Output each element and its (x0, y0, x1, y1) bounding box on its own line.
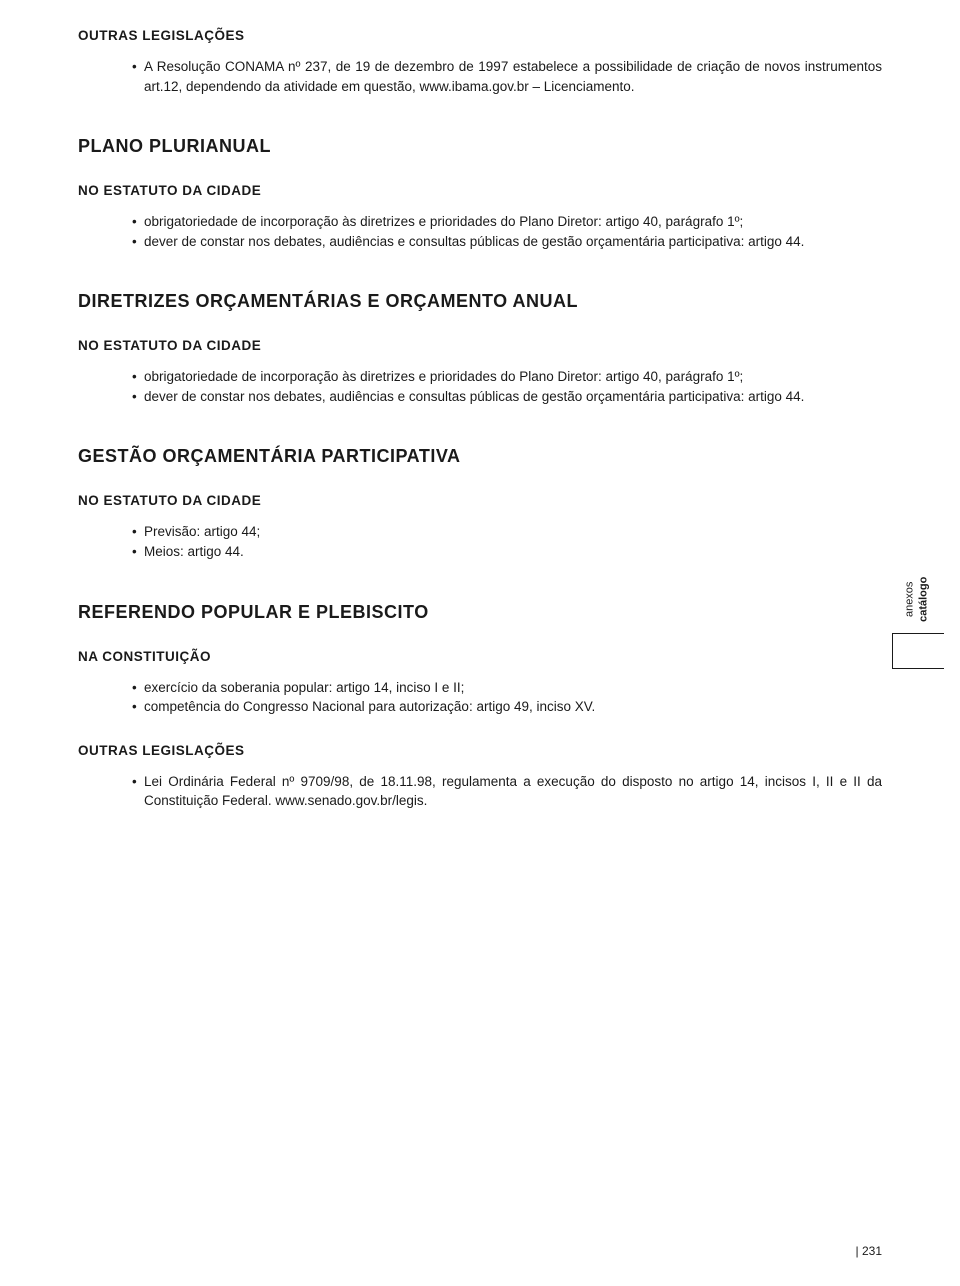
bullet-item: obrigatoriedade de incorporação às diret… (132, 367, 882, 387)
bullet-item: competência do Congresso Nacional para a… (132, 697, 882, 717)
bullet-item: exercício da soberania popular: artigo 1… (132, 678, 882, 698)
section-block: REFERENDO POPULAR E PLEBISCITO NA CONSTI… (78, 602, 882, 811)
section-block: OUTRAS LEGISLAÇÕES A Resolução CONAMA nº… (78, 28, 882, 96)
bullet-item: Previsão: artigo 44; (132, 522, 882, 542)
section-block: GESTÃO ORÇAMENTÁRIA PARTICIPATIVA NO EST… (78, 446, 882, 561)
page-number: | 231 (856, 1244, 882, 1258)
section-block: DIRETRIZES ORÇAMENTÁRIAS E ORÇAMENTO ANU… (78, 291, 882, 406)
bullet-list: Previsão: artigo 44; Meios: artigo 44. (78, 522, 882, 561)
section-heading: REFERENDO POPULAR E PLEBISCITO (78, 602, 882, 623)
section-heading: DIRETRIZES ORÇAMENTÁRIAS E ORÇAMENTO ANU… (78, 291, 882, 312)
bullet-item: obrigatoriedade de incorporação às diret… (132, 212, 882, 232)
bullet-list: exercício da soberania popular: artigo 1… (78, 678, 882, 717)
side-tab: anexos catálogo (892, 555, 942, 675)
section-heading: GESTÃO ORÇAMENTÁRIA PARTICIPATIVA (78, 446, 882, 467)
bullet-item: Lei Ordinária Federal nº 9709/98, de 18.… (132, 772, 882, 811)
side-tab-box (892, 633, 944, 669)
side-tab-word: anexos (903, 564, 917, 634)
bullet-item: dever de constar nos debates, audiências… (132, 232, 882, 252)
side-tab-word-bold: catálogo (917, 564, 931, 634)
bullet-list: obrigatoriedade de incorporação às diret… (78, 212, 882, 251)
section-block: PLANO PLURIANUAL NO ESTATUTO DA CIDADE o… (78, 136, 882, 251)
bullet-item: dever de constar nos debates, audiências… (132, 387, 882, 407)
sub-heading: OUTRAS LEGISLAÇÕES (78, 743, 882, 758)
bullet-item: Meios: artigo 44. (132, 542, 882, 562)
sub-heading: NO ESTATUTO DA CIDADE (78, 338, 882, 353)
bullet-list: Lei Ordinária Federal nº 9709/98, de 18.… (78, 772, 882, 811)
bullet-list: obrigatoriedade de incorporação às diret… (78, 367, 882, 406)
sub-heading: NO ESTATUTO DA CIDADE (78, 493, 882, 508)
bullet-list: A Resolução CONAMA nº 237, de 19 de deze… (78, 57, 882, 96)
sub-heading: NO ESTATUTO DA CIDADE (78, 183, 882, 198)
page-number-value: 231 (862, 1244, 882, 1258)
sub-heading: OUTRAS LEGISLAÇÕES (78, 28, 882, 43)
bullet-item: A Resolução CONAMA nº 237, de 19 de deze… (132, 57, 882, 96)
section-heading: PLANO PLURIANUAL (78, 136, 882, 157)
sub-heading: NA CONSTITUIÇÃO (78, 649, 882, 664)
side-tab-text: anexos catálogo (903, 564, 932, 634)
